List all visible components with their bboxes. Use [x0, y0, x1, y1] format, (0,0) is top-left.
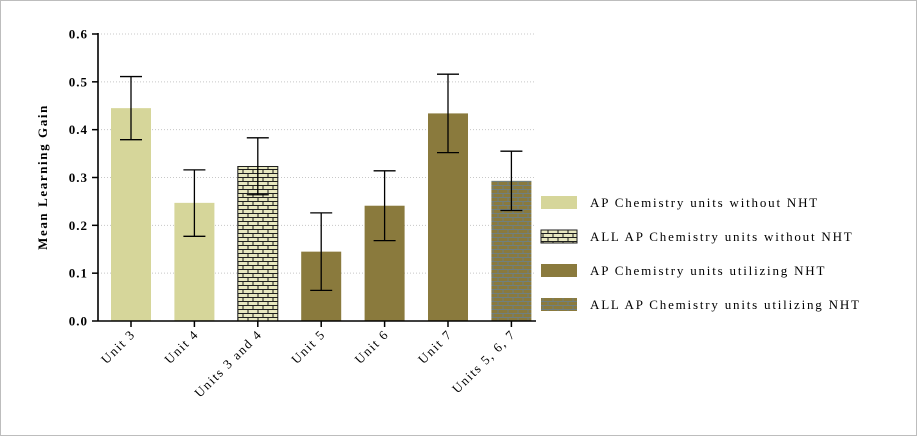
legend-swatch [541, 196, 577, 209]
y-tick-label: 0.2 [69, 218, 88, 233]
x-tick-label: Units 3 and 4 [191, 327, 265, 401]
legend-swatch [540, 229, 578, 244]
legend-label: ALL AP Chemistry units without NHT [590, 229, 854, 244]
legend-swatch [541, 264, 577, 277]
x-tick-label: Units 5, 6, 7 [449, 327, 519, 397]
y-tick-label: 0.3 [69, 170, 88, 185]
legend-label: ALL AP Chemistry units utilizing NHT [590, 297, 861, 312]
legend-label: AP Chemistry units without NHT [590, 195, 819, 210]
y-tick-label: 0.4 [69, 122, 88, 137]
y-tick-label: 0.5 [69, 74, 88, 89]
y-tick-label: 0.6 [69, 27, 88, 42]
x-tick-label: Unit 4 [161, 327, 201, 367]
y-axis-title: Mean Learning Gain [35, 104, 50, 250]
y-tick-label: 0.1 [69, 266, 88, 281]
x-tick-label: Unit 5 [288, 327, 328, 367]
x-tick-label: Unit 7 [415, 327, 455, 367]
legend-swatch [541, 298, 577, 311]
x-tick-label: Unit 6 [352, 327, 392, 367]
x-tick-label: Unit 3 [98, 327, 138, 367]
y-tick-label: 0.0 [69, 314, 88, 329]
legend-label: AP Chemistry units utilizing NHT [590, 263, 826, 278]
bar [111, 108, 151, 322]
